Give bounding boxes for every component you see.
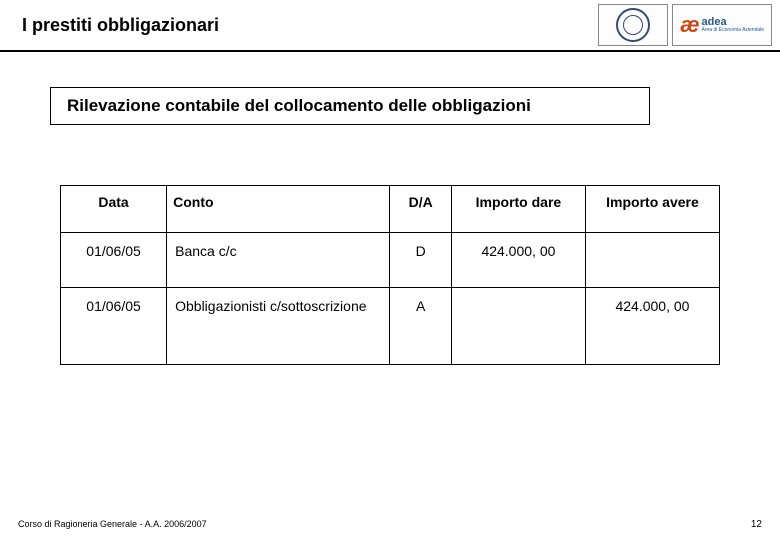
cell-dare: 424.000, 00 bbox=[451, 233, 585, 288]
col-header-data: Data bbox=[61, 186, 167, 233]
footer-course: Corso di Ragioneria Generale - A.A. 2006… bbox=[18, 519, 207, 530]
cell-data: 01/06/05 bbox=[61, 288, 167, 365]
university-seal-logo bbox=[598, 4, 668, 46]
subtitle-box: Rilevazione contabile del collocamento d… bbox=[50, 87, 650, 125]
table-row: 01/06/05 Obbligazionisti c/sottoscrizion… bbox=[61, 288, 720, 365]
cell-avere: 424.000, 00 bbox=[585, 288, 719, 365]
col-header-conto: Conto bbox=[167, 186, 390, 233]
cell-dare bbox=[451, 288, 585, 365]
page-number: 12 bbox=[751, 519, 762, 530]
slide-header: I prestiti obbligazionari æ adea Area di… bbox=[0, 0, 780, 52]
table-row: 01/06/05 Banca c/c D 424.000, 00 bbox=[61, 233, 720, 288]
header-logos: æ adea Area di Economia Aziendale bbox=[594, 0, 780, 50]
page-title: I prestiti obbligazionari bbox=[22, 15, 594, 36]
adea-logo-sub: Area di Economia Aziendale bbox=[702, 28, 765, 33]
adea-logo: æ adea Area di Economia Aziendale bbox=[672, 4, 772, 46]
cell-da: D bbox=[390, 233, 451, 288]
cell-data: 01/06/05 bbox=[61, 233, 167, 288]
col-header-avere: Importo avere bbox=[585, 186, 719, 233]
cell-conto: Obbligazionisti c/sottoscrizione bbox=[167, 288, 390, 365]
adea-mark-icon: æ bbox=[680, 14, 700, 36]
table-header-row: Data Conto D/A Importo dare Importo aver… bbox=[61, 186, 720, 233]
col-header-da: D/A bbox=[390, 186, 451, 233]
cell-da: A bbox=[390, 288, 451, 365]
accounting-table: Data Conto D/A Importo dare Importo aver… bbox=[60, 185, 720, 365]
cell-conto: Banca c/c bbox=[167, 233, 390, 288]
subtitle-text: Rilevazione contabile del collocamento d… bbox=[67, 96, 633, 116]
col-header-dare: Importo dare bbox=[451, 186, 585, 233]
cell-avere bbox=[585, 233, 719, 288]
slide-footer: Corso di Ragioneria Generale - A.A. 2006… bbox=[0, 519, 780, 530]
